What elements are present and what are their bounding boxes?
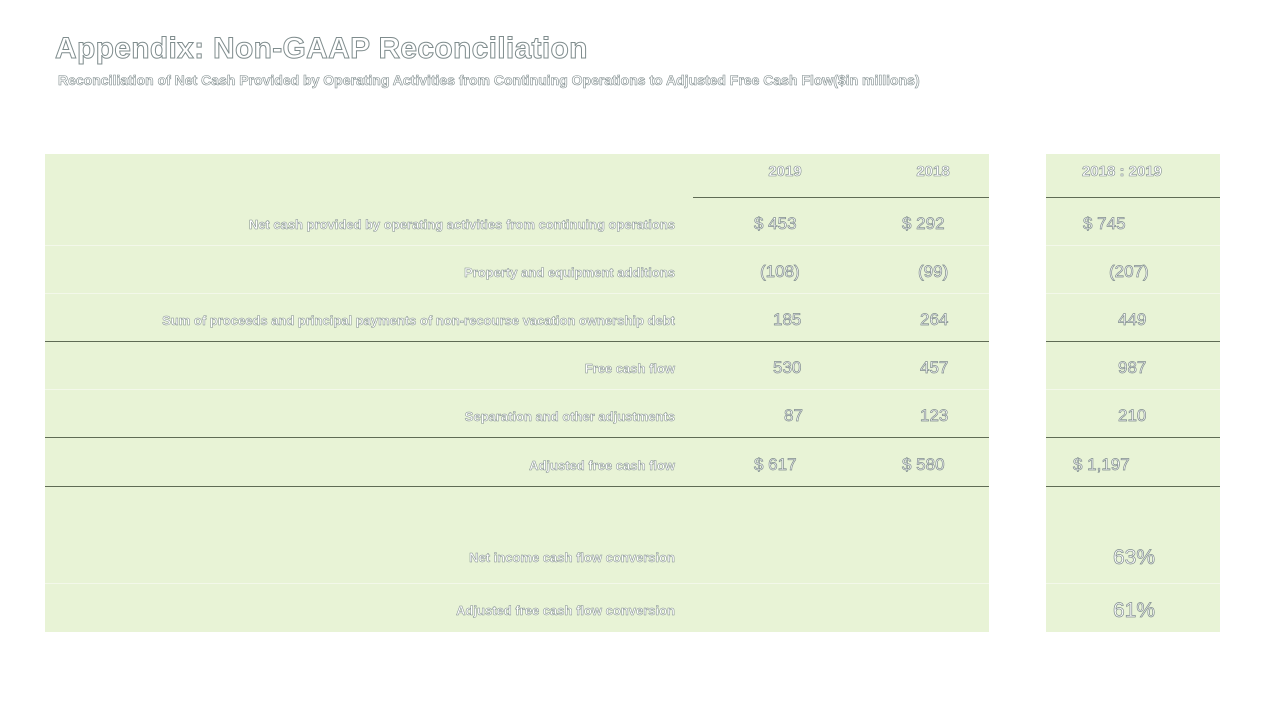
row-2019-value: $ 453 xyxy=(754,214,797,234)
row-divider xyxy=(1046,583,1220,584)
row-label: Adjusted free cash flow xyxy=(529,458,675,474)
row-2019-value: 185 xyxy=(773,310,802,330)
row-divider xyxy=(1046,293,1220,294)
row-total-value: 987 xyxy=(1118,358,1147,378)
row-divider xyxy=(1046,245,1220,246)
row-total-value: 449 xyxy=(1118,310,1147,330)
row-2019-value: (108) xyxy=(760,262,800,282)
row-total-value: $ 1,197 xyxy=(1073,455,1130,475)
header-2019: 2019 xyxy=(768,163,802,181)
slide-subtitle: Reconciliation of Net Cash Provided by O… xyxy=(58,72,920,89)
row-label: Sum of proceeds and principal payments o… xyxy=(162,313,675,329)
conversion-value: 63% xyxy=(1113,546,1156,570)
slide-title: Appendix: Non-GAAP Reconciliation xyxy=(55,32,588,66)
conversion-label: Net income cash flow conversion xyxy=(469,550,675,566)
total-rule xyxy=(1046,437,1220,438)
row-2018-value: 264 xyxy=(920,310,949,330)
row-label: Separation and other adjustments xyxy=(464,409,676,425)
row-2018-value: 123 xyxy=(920,406,949,426)
subtotal-rule xyxy=(1046,341,1220,342)
row-divider xyxy=(45,583,989,584)
row-label: Net cash provided by operating activitie… xyxy=(248,217,676,233)
row-2018-value: (99) xyxy=(918,262,949,282)
row-2019-value: 87 xyxy=(784,406,804,426)
row-total-value: (207) xyxy=(1109,262,1149,282)
total-rule xyxy=(45,486,989,487)
row-2018-value: 457 xyxy=(920,358,949,378)
row-divider xyxy=(45,389,989,390)
row-2019-value: 530 xyxy=(773,358,802,378)
conversion-value: 61% xyxy=(1113,599,1156,623)
total-rule xyxy=(45,437,989,438)
header-rule xyxy=(693,197,989,198)
row-2019-value: $ 617 xyxy=(754,455,797,475)
row-2018-value: $ 292 xyxy=(902,214,945,234)
row-total-value: 210 xyxy=(1118,406,1147,426)
row-total-value: $ 745 xyxy=(1083,214,1126,234)
table-panel-right xyxy=(1046,154,1220,632)
header-2018: 2018 xyxy=(916,163,950,181)
header-combined: 2018 : 2019 xyxy=(1081,163,1163,181)
table-panel-left xyxy=(45,154,989,632)
row-divider xyxy=(45,245,989,246)
conversion-label: Adjusted free cash flow conversion xyxy=(456,603,675,619)
row-divider xyxy=(45,293,989,294)
subtotal-rule xyxy=(45,341,989,342)
row-divider xyxy=(1046,389,1220,390)
row-2018-value: $ 580 xyxy=(902,455,945,475)
total-rule xyxy=(1046,486,1220,487)
row-label: Free cash flow xyxy=(584,361,675,377)
header-rule-right xyxy=(1046,197,1220,198)
row-label: Property and equipment additions xyxy=(464,265,675,281)
